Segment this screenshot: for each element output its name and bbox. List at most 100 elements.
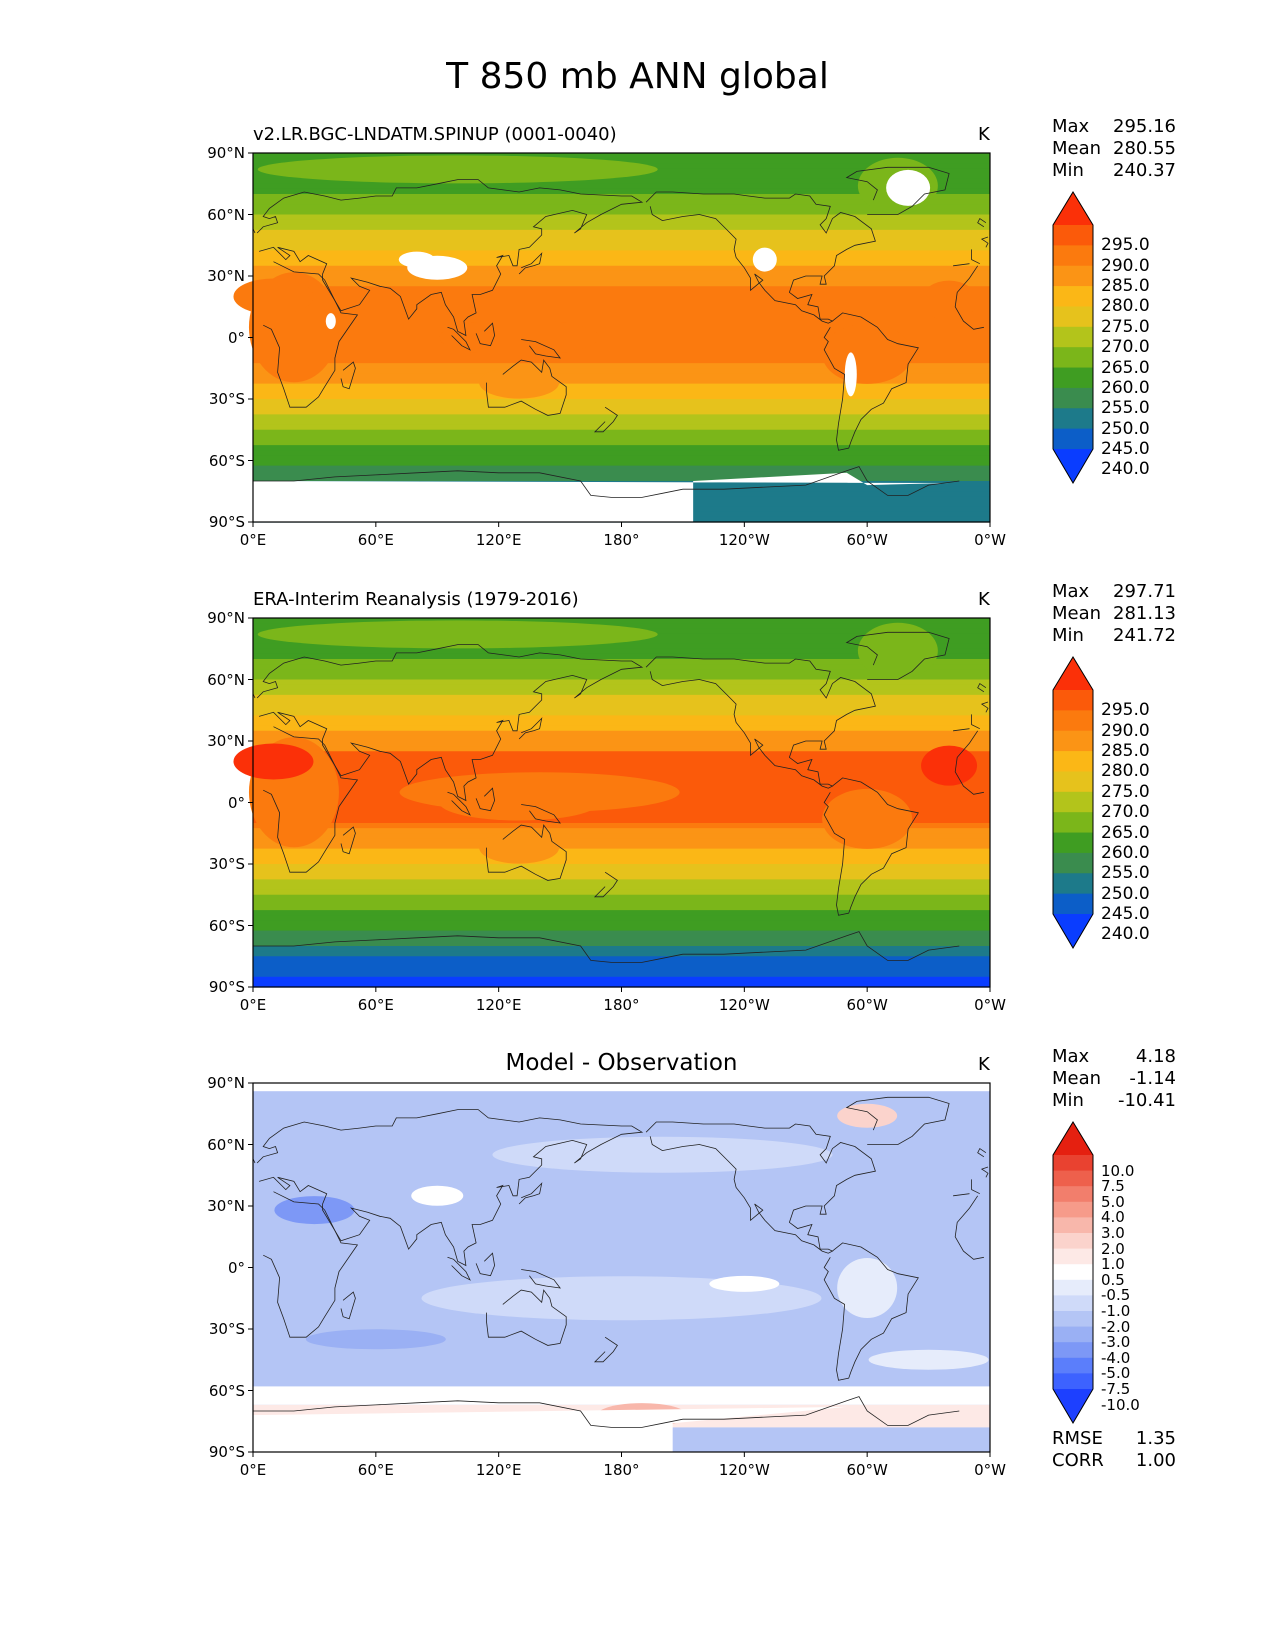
- difference-tibet: [411, 1185, 464, 1206]
- temperature-band: [253, 296, 990, 303]
- temperature-band: [253, 363, 990, 369]
- warm-region-maritime: [439, 319, 600, 356]
- temperature-band: [253, 664, 990, 670]
- stat-value: 280.55: [1113, 138, 1176, 159]
- stat-value: -10.41: [1117, 1090, 1176, 1111]
- lon-tick-label: 120°W: [718, 531, 770, 549]
- temperature-band: [253, 317, 990, 323]
- colorbar-segment: [1053, 347, 1093, 369]
- temperature-band: [253, 710, 990, 716]
- temperature-band: [253, 756, 990, 763]
- temperature-band: [253, 741, 990, 747]
- coastline-path: [645, 656, 876, 789]
- temperature-band: [253, 848, 990, 855]
- difference-north-pacific: [492, 1136, 833, 1173]
- temperature-band: [253, 368, 990, 374]
- coastline-path: [475, 1252, 496, 1277]
- temperature-band: [253, 322, 990, 328]
- temperature-band: [253, 475, 990, 482]
- colorbar-tick-label: 260.0: [1101, 842, 1150, 863]
- lat-tick-label: 90°N: [207, 609, 245, 627]
- stat-label: Min: [1052, 160, 1084, 181]
- colorbar-segment: [1053, 1311, 1093, 1328]
- temperature-band: [253, 337, 990, 344]
- map-3: [248, 1082, 991, 1457]
- temperature-band: [253, 378, 990, 385]
- temperature-band: [253, 735, 990, 742]
- temperature-band: [253, 910, 990, 916]
- lat-tick-label: 0°: [227, 793, 245, 812]
- stat-row: Min 240.37: [1052, 160, 1176, 182]
- colorbar-tick-label: 270.0: [1101, 802, 1150, 823]
- temperature-band: [253, 930, 990, 937]
- lat-tick-label: 60°S: [208, 451, 245, 470]
- temperature-band: [253, 940, 990, 947]
- warm-region-amazon: [822, 323, 913, 384]
- colorbar-segment: [1053, 1279, 1093, 1296]
- colorbar-segment: [1053, 1357, 1093, 1374]
- lon-tick-label: 120°W: [718, 1461, 770, 1479]
- lon-tick-label: 0°W: [974, 1461, 1006, 1479]
- temperature-band: [253, 823, 990, 829]
- temperature-band: [253, 240, 990, 246]
- temperature-band: [253, 383, 990, 390]
- colorbar-tick-label: 240.0: [1101, 459, 1150, 480]
- colorbar-tick-label: 255.0: [1101, 398, 1150, 419]
- temperature-band: [253, 669, 990, 675]
- temperature-band: [253, 270, 990, 277]
- colorbar-tick-label: 10.0: [1101, 1161, 1135, 1180]
- coastline-path: [521, 339, 562, 359]
- coastline-path: [475, 322, 496, 347]
- colorbar-segment: [1053, 791, 1093, 813]
- temperature-band: [253, 194, 990, 200]
- coastline-path: [823, 1242, 919, 1381]
- stat-value: -1.14: [1129, 1068, 1176, 1089]
- temperature-band: [253, 720, 990, 727]
- temperature-band: [253, 332, 990, 339]
- colorbar-segment: [1053, 1201, 1093, 1218]
- colorbar-extend-min: [1053, 914, 1093, 948]
- colorbar-tick-label: -4.0: [1101, 1348, 1131, 1367]
- temperature-field: [233, 618, 990, 988]
- coastline-path: [645, 191, 876, 324]
- difference-arabia: [274, 1196, 355, 1225]
- colorbar-extend-min: [1053, 449, 1093, 483]
- colorbar-tick-label: -1.0: [1101, 1302, 1131, 1320]
- temperature-band: [253, 188, 990, 195]
- coastline-path: [263, 261, 984, 408]
- missing-antarctica-west: [253, 472, 950, 522]
- coastline-path: [340, 361, 356, 390]
- stat-label: Max: [1052, 1046, 1090, 1067]
- lon-tick-label: 120°E: [475, 1461, 522, 1479]
- temperature-band: [253, 342, 990, 349]
- panel-units: K: [978, 589, 990, 610]
- stat-label: Max: [1052, 581, 1090, 602]
- temperature-band: [253, 689, 990, 696]
- colorbar-segment: [1053, 1233, 1093, 1250]
- figure-title: T 850 mb ANN global: [446, 56, 829, 97]
- colorbar-extend-max: [1053, 192, 1093, 225]
- lon-tick-label: 60°E: [357, 1461, 394, 1479]
- lat-tick-label: 60°N: [207, 205, 245, 224]
- colorbar-tick-label: 5.0: [1101, 1192, 1125, 1211]
- colorbar-tick-label: 275.0: [1101, 781, 1150, 802]
- stat-label: Max: [1052, 116, 1090, 137]
- cool-region-arctic: [257, 620, 658, 649]
- temperature-band: [253, 311, 990, 318]
- stats-block: Max 295.16 Mean 280.55 Min 240.37: [1052, 116, 1176, 182]
- missing-ethiopia: [325, 313, 336, 330]
- temperature-band: [253, 966, 990, 973]
- temperature-band: [253, 260, 990, 267]
- temperature-band: [253, 951, 990, 957]
- temperature-band: [253, 771, 990, 778]
- temperature-band: [253, 935, 990, 942]
- coastline-path: [486, 1289, 567, 1346]
- missing-tibet-west: [398, 251, 435, 268]
- colorbar-tick-label: 3.0: [1101, 1224, 1125, 1242]
- temperature-band: [253, 838, 990, 845]
- coastline-path: [593, 871, 618, 898]
- lat-tick-label: 30°N: [207, 1197, 245, 1215]
- coastline-path: [447, 791, 471, 816]
- temperature-band: [253, 884, 990, 891]
- metric-row: RMSE 1.35: [1052, 1428, 1176, 1450]
